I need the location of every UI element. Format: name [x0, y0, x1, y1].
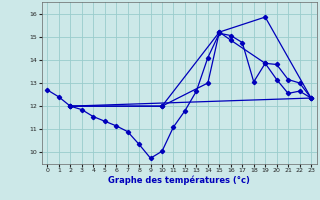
X-axis label: Graphe des températures (°c): Graphe des températures (°c): [108, 176, 250, 185]
